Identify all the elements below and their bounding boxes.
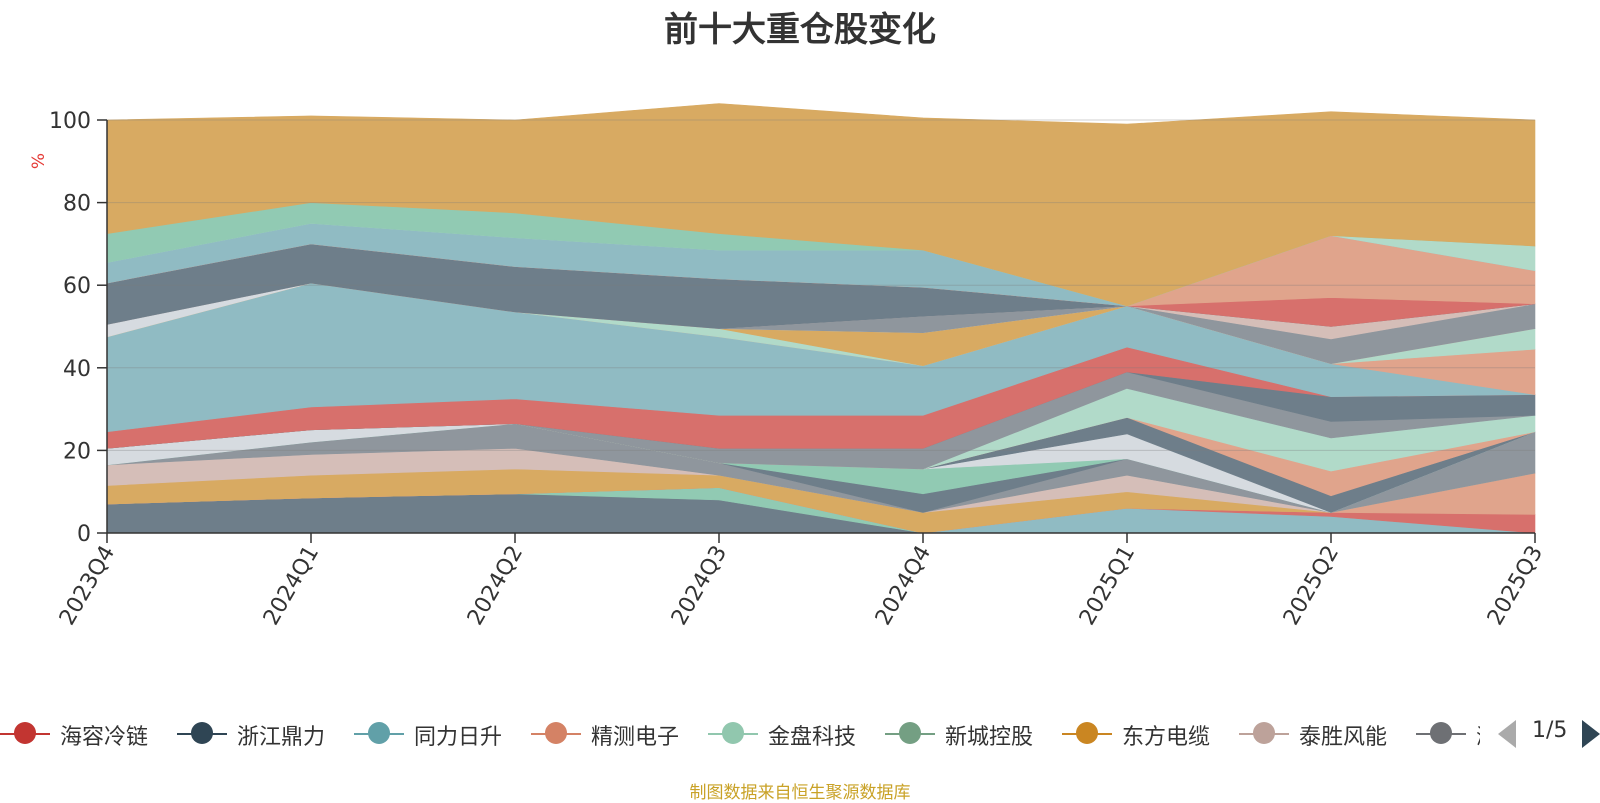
x-tick-label: 2025Q3 <box>1483 542 1548 630</box>
area-series-31 <box>106 103 1536 307</box>
legend-circle-icon <box>545 722 567 744</box>
legend-prev-page-icon[interactable] <box>1498 720 1516 748</box>
y-tick-label: 40 <box>63 357 91 382</box>
y-tick-label: 100 <box>49 109 91 134</box>
y-tick-label: 80 <box>63 192 91 217</box>
legend-circle-icon <box>191 722 213 744</box>
legend-label: 海容冷链 <box>60 725 149 750</box>
legend-label: 泰胜风能 <box>1299 725 1388 750</box>
legend-label: 澜 <box>1476 719 1480 751</box>
x-tick-label: 2024Q1 <box>259 542 324 630</box>
source-note: 制图数据来自恒生聚源数据库 <box>689 783 911 803</box>
legend-page-indicator: 1/5 <box>1532 718 1568 743</box>
legend-next-page-icon[interactable] <box>1582 720 1600 748</box>
legend-circle-icon <box>722 722 744 744</box>
legend-label: 东方电缆 <box>1122 725 1211 750</box>
legend-circle-icon <box>368 722 390 744</box>
y-tick-label: 60 <box>63 274 91 299</box>
x-tick-label: 2024Q3 <box>667 542 732 630</box>
x-tick-label: 2024Q4 <box>871 542 936 630</box>
legend-label: 新城控股 <box>945 725 1034 750</box>
legend-circle-icon <box>1076 722 1098 744</box>
y-tick-label: 20 <box>63 439 91 464</box>
legend-label: 同力日升 <box>414 725 503 750</box>
legend-circle-icon <box>1430 722 1452 744</box>
legend-pager: 1/5 <box>1498 714 1600 754</box>
legend-circle-icon <box>14 722 36 744</box>
chart-title: 前十大重仓股变化 <box>664 10 936 50</box>
legend-circle-icon <box>899 722 921 744</box>
x-tick-label: 2024Q2 <box>463 542 528 630</box>
x-tick-label: 2023Q4 <box>55 542 120 630</box>
legend: 海容冷链 浙江鼎力 同力日升 精测电子 金盘科技 新城控股 东方电缆 泰胜风能 澜 <box>0 716 1480 752</box>
y-tick-label: 0 <box>77 522 91 547</box>
y-axis-label: % <box>29 153 49 169</box>
grid-lines <box>107 119 1535 451</box>
legend-label: 精测电子 <box>591 725 680 750</box>
x-tick-label: 2025Q1 <box>1075 542 1140 630</box>
area-series-group <box>106 103 1536 534</box>
legend-label: 金盘科技 <box>768 725 857 750</box>
x-tick-label: 2025Q2 <box>1279 542 1344 630</box>
legend-label: 浙江鼎力 <box>237 725 326 750</box>
legend-circle-icon <box>1253 722 1275 744</box>
